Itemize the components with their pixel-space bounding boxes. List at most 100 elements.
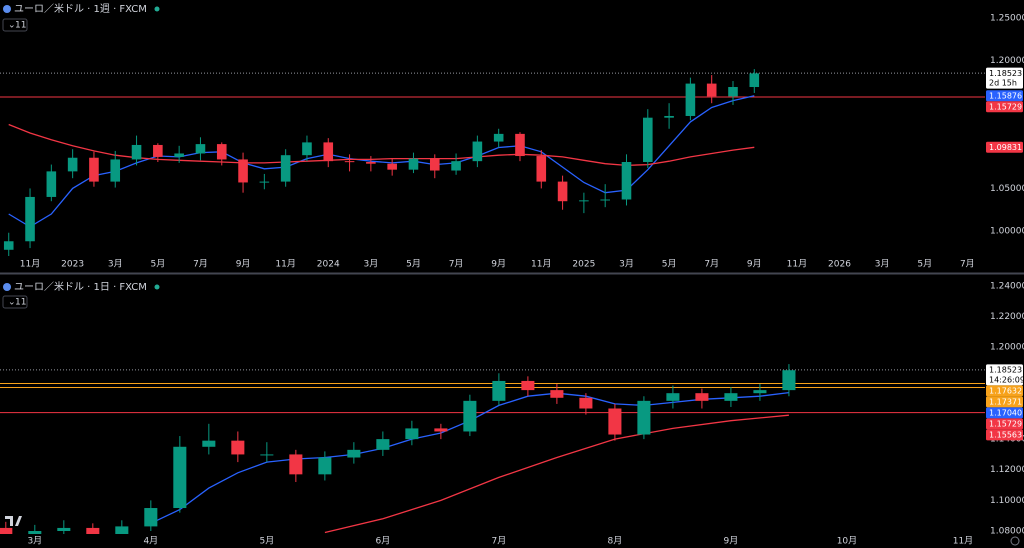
- candle-body: [493, 133, 504, 142]
- moving-average-line: [8, 95, 755, 228]
- candle-body: [28, 530, 42, 534]
- candle-body: [387, 163, 397, 170]
- market-status: [154, 6, 160, 12]
- y-tick-label: 1.08000: [990, 526, 1024, 536]
- candle-body: [536, 156, 547, 182]
- y-tick-label: 1.20000: [990, 56, 1024, 66]
- x-tick-label: 3月: [363, 259, 378, 270]
- candle-body: [302, 142, 312, 156]
- candle-body: [451, 161, 461, 171]
- x-tick-label: 5月: [406, 259, 421, 270]
- candle-body: [463, 400, 477, 432]
- moving-average-line: [8, 123, 755, 167]
- price-label-subtext: 2d 15h: [989, 79, 1017, 88]
- candle-body: [280, 155, 291, 182]
- price-label-box: [986, 385, 1023, 397]
- candle-body: [344, 161, 355, 163]
- settings-icon[interactable]: [1010, 536, 1020, 546]
- price-label-box: [986, 396, 1023, 408]
- price-label-text: 1.15729: [989, 103, 1022, 112]
- candle-body: [557, 181, 568, 202]
- candle-body: [405, 428, 419, 440]
- x-tick-label: 5月: [662, 259, 677, 270]
- x-tick-label: 2023: [61, 260, 84, 270]
- x-tick-label: 11月: [531, 259, 551, 270]
- candle-body: [57, 527, 71, 531]
- y-tick-label: 1.22000: [990, 312, 1024, 322]
- candle-body: [131, 144, 142, 160]
- candle-body: [728, 87, 738, 97]
- candle-body: [621, 162, 632, 200]
- price-label-text: 1.15563: [989, 431, 1022, 440]
- candle-body: [289, 454, 303, 475]
- candle-body: [231, 440, 245, 455]
- price-label-box: [986, 101, 1023, 113]
- candle-body: [347, 449, 361, 458]
- candle-body: [0, 527, 13, 534]
- candle-body: [216, 144, 227, 160]
- candle-body: [724, 393, 738, 401]
- price-label-text: 1.09831: [989, 143, 1022, 152]
- panel-title: ユーロ／米ドル · 1日 · FXCM: [14, 280, 147, 293]
- x-tick-label: 11月: [275, 259, 295, 270]
- price-label-subtext: 14:26:09: [989, 375, 1024, 384]
- candle-body: [666, 393, 680, 401]
- price-label-box: [986, 67, 1023, 89]
- candle-body: [46, 171, 57, 197]
- candle-body: [260, 454, 274, 456]
- candle-body: [521, 380, 535, 391]
- x-tick-label: 2026: [828, 260, 851, 270]
- price-label-box: [986, 418, 1023, 430]
- badge-chevron: ⌄: [8, 21, 16, 31]
- candle-body: [642, 117, 653, 163]
- price-label-box: [986, 407, 1023, 419]
- candle-body: [515, 133, 525, 157]
- candle-body: [608, 408, 622, 435]
- candle-body: [89, 157, 99, 182]
- price-label-box: [986, 90, 1023, 102]
- candle-body: [366, 162, 376, 164]
- x-tick-label: 7月: [704, 259, 719, 270]
- symbol-icon: [3, 283, 11, 291]
- y-tick-label: 1.10000: [990, 496, 1024, 506]
- candle-body: [749, 73, 760, 88]
- candle-body: [782, 370, 796, 391]
- y-tick-label: 1.24000: [990, 281, 1024, 291]
- candle-body: [408, 158, 419, 170]
- y-tick-label: 1.25000: [990, 13, 1024, 23]
- x-tick-label: 2024: [317, 260, 340, 270]
- candle-body: [492, 380, 506, 401]
- badge-chevron: ⌄: [8, 298, 16, 308]
- candle-body: [664, 115, 674, 118]
- x-tick-label: 3月: [108, 259, 123, 270]
- candle-body: [67, 157, 78, 172]
- candle-body: [238, 159, 248, 183]
- logo: [5, 516, 22, 526]
- x-tick-label: 7月: [492, 536, 507, 547]
- indicator-badge[interactable]: [2, 295, 28, 309]
- x-tick-label: 7月: [960, 259, 975, 270]
- candle-body: [110, 159, 121, 182]
- indicator-badge[interactable]: [2, 18, 28, 32]
- price-label-text: 1.17040: [989, 409, 1022, 418]
- x-tick-label: 11月: [20, 259, 40, 270]
- candle-body: [706, 83, 717, 97]
- candle-body: [550, 390, 564, 398]
- x-tick-label: 5月: [259, 536, 274, 547]
- candle-body: [25, 196, 35, 242]
- candle-body: [600, 199, 610, 201]
- x-tick-label: 9月: [236, 259, 251, 270]
- x-tick-label: 7月: [449, 259, 464, 270]
- candle-body: [86, 527, 100, 534]
- x-tick-label: 11月: [787, 259, 807, 270]
- candle-body: [434, 428, 448, 432]
- candle-body: [3, 241, 14, 250]
- symbol-icon: [3, 5, 11, 13]
- candle-body: [115, 526, 129, 534]
- candle-body: [323, 142, 334, 162]
- price-label-box: [986, 364, 1023, 386]
- badge-text: 11: [15, 21, 26, 31]
- x-tick-label: 9月: [491, 259, 506, 270]
- x-tick-label: 10月: [837, 536, 857, 547]
